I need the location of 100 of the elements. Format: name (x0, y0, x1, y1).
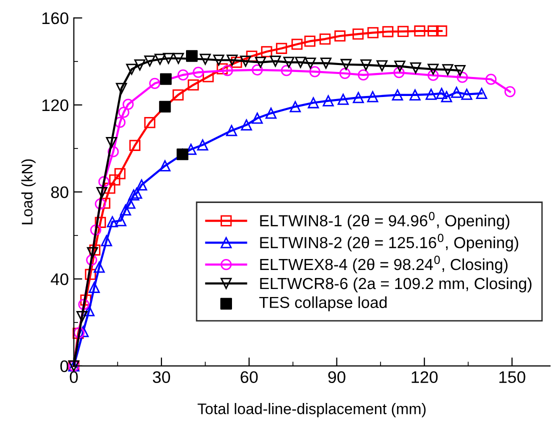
point (86, 247, 98, 258)
point (294, 56, 306, 68)
point (485, 74, 497, 85)
point (200, 54, 211, 65)
point (442, 64, 454, 76)
point (84, 268, 96, 280)
point (352, 92, 364, 104)
point (160, 73, 172, 85)
point (436, 25, 448, 37)
x-axis-title: Total load-line-displacement (mm) (198, 403, 426, 418)
point (86, 254, 98, 266)
point (308, 97, 319, 108)
point (122, 98, 134, 110)
point (124, 198, 136, 209)
point (339, 68, 350, 79)
point (172, 52, 184, 64)
point (94, 198, 106, 210)
point (99, 198, 110, 209)
point (461, 88, 472, 100)
point (240, 119, 252, 130)
point (136, 179, 148, 191)
point (428, 70, 439, 81)
point (96, 187, 108, 198)
point (367, 27, 379, 38)
point (393, 66, 405, 78)
point (100, 235, 112, 246)
point (197, 139, 208, 151)
point (394, 60, 406, 72)
point (280, 65, 292, 76)
point (159, 160, 171, 172)
legend-label: ELTWEX8-4 (2θ = 98.24$^{0}$, Closing) (260, 256, 508, 274)
point (126, 64, 138, 75)
point (340, 58, 352, 70)
point (426, 88, 437, 100)
point (83, 305, 95, 316)
point (178, 69, 189, 80)
point (94, 216, 106, 228)
point (192, 66, 204, 78)
y-tick-label: 120 (42, 99, 68, 112)
point (172, 89, 184, 100)
point (358, 69, 369, 80)
point (104, 182, 116, 194)
point (240, 56, 252, 67)
point (109, 174, 120, 186)
point (230, 56, 242, 68)
x-tick-label: 150 (499, 371, 526, 384)
point (226, 125, 238, 136)
point (283, 56, 294, 68)
point (222, 65, 234, 76)
point (131, 188, 142, 199)
point (78, 298, 90, 310)
point (116, 82, 127, 94)
point (134, 59, 146, 70)
y-tick-label: 40 (50, 273, 68, 286)
point (265, 108, 277, 119)
point (254, 56, 266, 68)
point (392, 89, 404, 100)
point (291, 38, 303, 50)
point (106, 137, 118, 148)
point (290, 101, 301, 112)
point (382, 26, 394, 38)
point (114, 116, 126, 128)
point (504, 86, 516, 98)
point (76, 311, 88, 322)
point (186, 50, 198, 62)
point (454, 65, 466, 76)
x-tick-label: 0 (70, 371, 78, 384)
point (118, 106, 130, 118)
point (428, 64, 439, 75)
point (476, 88, 488, 99)
point (450, 86, 462, 98)
point (114, 168, 126, 180)
x-tick-label: 30 (152, 371, 170, 384)
point (216, 63, 228, 74)
y-tick-label: 0 (60, 360, 68, 372)
point (94, 262, 105, 273)
point (98, 176, 110, 188)
legend-label: TES collapse load (259, 296, 387, 312)
x-tick-label: 120 (412, 371, 438, 384)
point (261, 46, 272, 58)
point (320, 33, 331, 45)
point (320, 58, 332, 69)
y-axis-title: Load (kN) (21, 159, 36, 224)
point (304, 36, 316, 47)
point (120, 204, 132, 216)
point (213, 54, 224, 66)
point (334, 30, 346, 42)
point (154, 54, 166, 65)
legend-label: ELTWIN8-2 (2θ = 125.16$^{0}$, Opening) (260, 234, 518, 252)
x-tick-label: 90 (328, 371, 346, 384)
point (414, 25, 426, 37)
point (144, 55, 156, 67)
point (441, 91, 452, 102)
y-tick-label: 160 (42, 12, 68, 24)
point (309, 66, 320, 78)
point (162, 52, 174, 64)
point (89, 244, 100, 256)
point (270, 56, 281, 67)
point (304, 58, 316, 69)
point (456, 72, 468, 83)
